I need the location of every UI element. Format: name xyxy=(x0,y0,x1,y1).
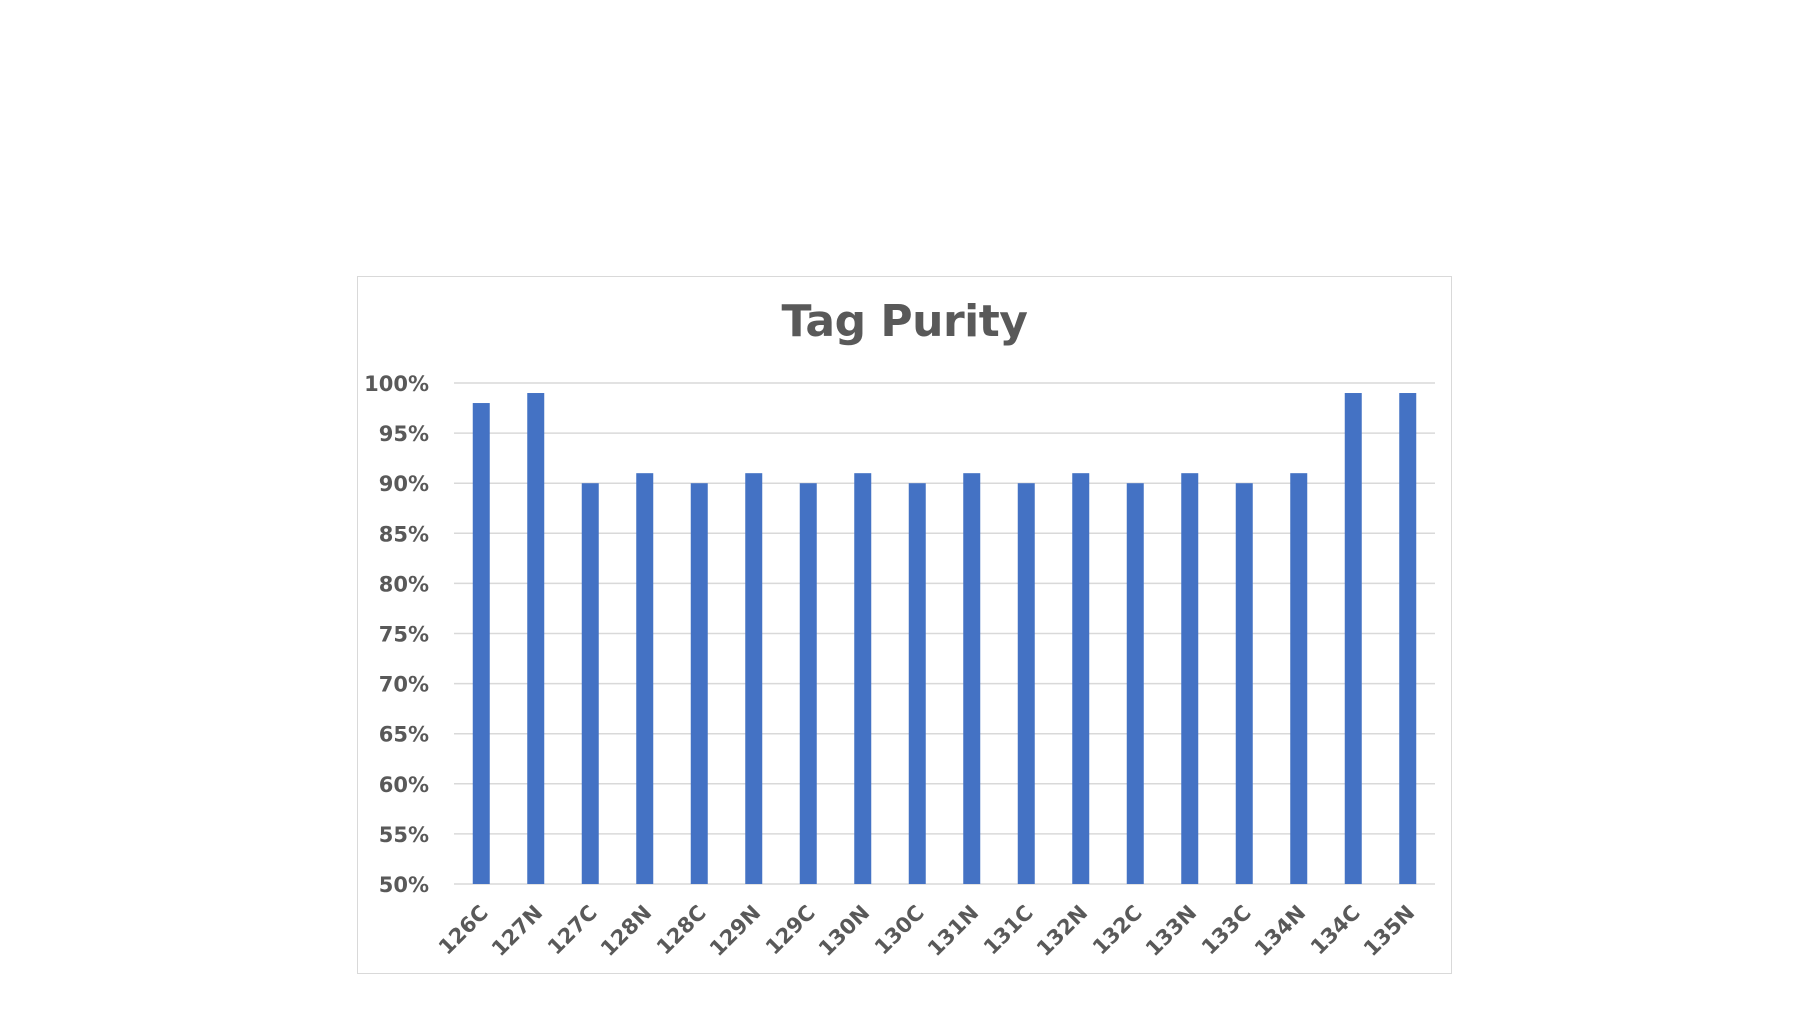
x-tick-label: 134C xyxy=(1306,901,1365,960)
y-tick-label: 50% xyxy=(379,873,429,897)
x-tick-label: 132N xyxy=(1032,901,1092,961)
bar-134N xyxy=(1290,473,1308,884)
x-tick-label: 129C xyxy=(761,901,820,960)
x-tick-label: 130C xyxy=(870,901,929,960)
x-tick-label: 128C xyxy=(652,901,711,960)
bar-127C xyxy=(581,483,599,884)
x-tick-label: 133N xyxy=(1141,901,1201,961)
bar-131N xyxy=(963,473,981,884)
bar-127N xyxy=(527,393,545,884)
bar-132N xyxy=(1072,473,1090,884)
x-tick-label: 131C xyxy=(979,901,1038,960)
bar-128N xyxy=(636,473,654,884)
bar-133N xyxy=(1181,473,1199,884)
x-tick-label: 133C xyxy=(1197,901,1256,960)
x-tick-label: 130N xyxy=(814,901,874,961)
x-tick-label: 126C xyxy=(434,901,493,960)
y-tick-label: 75% xyxy=(379,623,429,647)
x-tick-label: 135N xyxy=(1359,901,1419,961)
y-tick-label: 80% xyxy=(379,572,429,596)
x-tick-label: 127C xyxy=(543,901,602,960)
y-tick-label: 100% xyxy=(364,372,429,396)
x-tick-label: 128N xyxy=(596,901,656,961)
bar-130N xyxy=(854,473,872,884)
y-tick-label: 85% xyxy=(379,522,429,546)
bar-135N xyxy=(1399,393,1417,884)
x-tick-label: 127N xyxy=(487,901,547,961)
chart-frame: Tag Purity 50% 55% 60% 65% 70% 75% 80% 85% 90% 95… xyxy=(357,276,1452,974)
y-tick-label: 70% xyxy=(379,673,429,697)
x-tick-label: 134N xyxy=(1250,901,1310,961)
chart-title: Tag Purity xyxy=(781,296,1028,347)
x-tick-label: 129N xyxy=(705,901,765,961)
bar-134C xyxy=(1344,393,1362,884)
x-tick-label: 131N xyxy=(923,901,983,961)
bar-133C xyxy=(1235,483,1253,884)
bar-129N xyxy=(745,473,763,884)
y-tick-label: 65% xyxy=(379,723,429,747)
y-tick-label: 55% xyxy=(379,823,429,847)
bar-132C xyxy=(1126,483,1144,884)
chart-plot-area: 50%55%60%65%70%75%80%85%90%95%100%126C12… xyxy=(364,372,1435,961)
bar-128C xyxy=(690,483,708,884)
y-tick-label: 95% xyxy=(379,422,429,446)
y-tick-label: 90% xyxy=(379,472,429,496)
bar-126C xyxy=(472,403,490,884)
x-tick-label: 132C xyxy=(1088,901,1147,960)
y-tick-label: 60% xyxy=(379,773,429,797)
bar-131C xyxy=(1017,483,1035,884)
bar-130C xyxy=(908,483,926,884)
bar-129C xyxy=(799,483,817,884)
